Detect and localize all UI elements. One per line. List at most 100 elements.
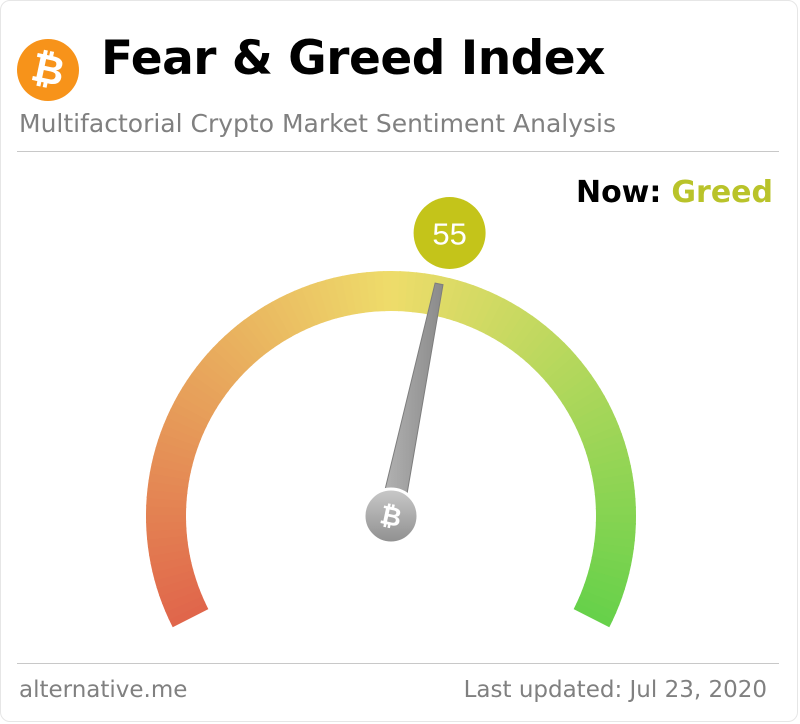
page-subtitle: Multifactorial Crypto Market Sentiment A… [19,109,617,138]
gauge-arc-segment [595,506,636,517]
gauge-arc-segment [293,287,318,328]
gauge-arc-segment [452,282,475,324]
value-badge-label: 55 [432,217,466,252]
gauge-arc-segment [578,589,620,614]
gauge-arc-segment [418,273,435,315]
gauge-arc-segment [411,272,426,314]
gauge-arc-segment [146,520,187,532]
gauge-arc-segment [152,561,194,581]
gauge-arc-segment [271,297,299,338]
gauge-arc-segment [594,535,635,550]
gauge-arc-segment [520,325,553,363]
gauge-arc-segment [545,354,582,388]
gauge-arc-segment [578,417,620,442]
gauge-arc-segment [166,408,207,434]
gauge-arc-segment [146,488,188,501]
gauge-arc-segment [182,379,221,409]
now-label: Now: [575,175,662,210]
gauge-needle [378,282,444,519]
gauge-arc-segment [576,596,617,622]
gauge-arc-segment [264,301,293,341]
gauge-arc-segment [163,415,204,441]
gauge-arc-segment [224,329,258,366]
gauge-arc-segment [243,314,275,353]
gauge-arc-segment [439,277,459,319]
gauge-arc-segment [459,285,483,326]
gauge-arc-segment [565,387,605,417]
gauge-arc-segment [588,563,630,583]
gauge-arc-segment [349,273,365,314]
current-sentiment: Now: Greed [576,175,773,210]
now-value: Greed [671,175,773,210]
page-title: Fear & Greed Index [101,31,605,86]
gauge-arc-segment [218,335,253,371]
gauge-arc-segment [212,341,248,376]
gauge-arc-segment [382,271,393,312]
gauge-arc-segment [592,542,634,558]
gauge-arc-segment [553,367,592,399]
gauge-arc-segment [161,588,203,613]
gauge-arc-segment [230,324,264,362]
gauge-arc-segment [404,271,418,313]
gauge-arc-segment [156,575,198,597]
gauge-arc-segment [374,271,386,312]
gauge-arc-segment [170,400,210,428]
gauge-arc-segment [465,287,490,329]
gauge-arc-segment [325,277,345,319]
gauge-arc-segment [584,576,625,599]
gauge-arc-segment [173,393,214,422]
gauge-arc-segment [590,556,632,575]
gauge-arc-segment [497,306,527,346]
gauge-arc-segment [301,284,324,326]
gauge-arc-segment [186,372,225,404]
gauge-arc-segment [149,463,191,481]
gauge-arc-segment [250,309,281,349]
gauge-arc-segment [157,431,199,454]
header-divider [17,151,779,152]
gauge-arc-segment [257,305,287,345]
gauge-arc-segment [206,347,243,381]
gauge-arc-segment [159,582,200,605]
gauge-arc-segment [154,568,196,589]
gauge-arc-segment [153,447,195,467]
gauge-arc-segment [341,274,358,316]
gauge-arc-segment [588,448,630,468]
gauge-arc-segment [196,359,234,392]
gauge-arc-segment [530,336,565,372]
gauge-arc-segment [236,319,269,357]
gauge-arc-segment [278,293,305,334]
gauge-arc-segment [491,302,520,342]
gauge-arc-segment [155,439,197,460]
gauge-arc-segment [514,320,547,358]
gauge-arc-segment [581,583,623,606]
gauge-arc-segment [286,290,311,331]
gauge-arc-segment [586,440,628,462]
gauge-arc-segment [168,601,209,628]
gauge-arc-segment [562,380,601,411]
gauge-arc-segment [151,455,193,474]
gauge-arc-segment [540,348,577,382]
gauge-arc-segment [446,280,467,321]
gauge-arc-segment [573,602,613,628]
gauge-arc-segment [333,275,351,317]
gauge-arc [145,271,636,628]
gauge-arc-segment [191,366,229,398]
hub-circle [362,487,420,545]
gauge-arc-segment [485,298,513,338]
gauge-hub: ₿ [362,487,420,545]
gauge-arc-segment [201,353,238,387]
gauge-arc-segment [508,315,540,354]
gauge-arc-segment [535,342,571,377]
gauge-arc-segment [591,549,633,567]
gauge-arc-segment [591,465,633,482]
gauge-arc-segment [164,595,206,620]
gauge-arc-segment [309,281,331,323]
gauge-arc-segment [472,291,498,332]
gauge-arc-segment [586,570,628,591]
gauge-arc-segment [572,402,613,429]
gauge-arc-segment [569,395,609,423]
gauge-arc-segment [575,409,617,435]
source-link[interactable]: alternative.me [19,677,188,703]
